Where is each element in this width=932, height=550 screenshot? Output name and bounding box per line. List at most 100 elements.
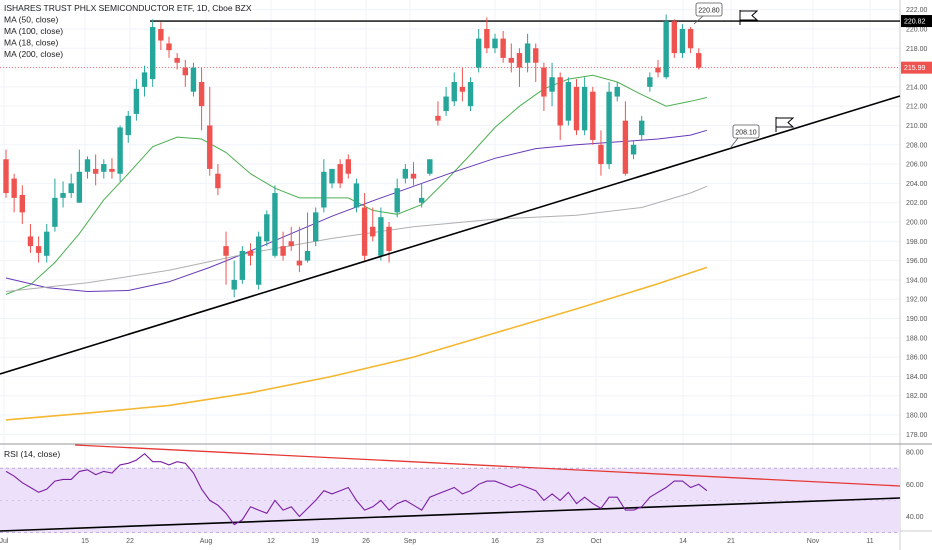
candle-body <box>524 43 531 63</box>
callout-220-box <box>695 2 723 17</box>
callout-208[interactable]: 208.10 <box>730 124 760 148</box>
candle-body <box>255 236 262 285</box>
candle-body <box>663 21 669 78</box>
time-tick-label: Aug <box>200 538 213 545</box>
callout-208-box <box>732 124 760 139</box>
candle-body <box>158 28 164 41</box>
candle-body <box>247 250 254 256</box>
time-tick-label: 16 <box>491 538 499 545</box>
candle-body <box>386 226 392 251</box>
trend-lines[interactable] <box>0 95 901 532</box>
candle-body <box>492 38 498 49</box>
rsi-axis-ticks: 80.00 60.00 40.00 <box>906 450 924 521</box>
candle-body <box>76 171 83 203</box>
candle-body <box>655 67 661 73</box>
candle-body <box>3 159 9 194</box>
time-tick-label: 14 <box>679 538 687 545</box>
resistance-price-label: 220.82 <box>904 19 926 26</box>
rsi-resistance-trendline[interactable] <box>74 444 901 487</box>
candle-body <box>647 77 653 87</box>
time-tick-label: 26 <box>362 538 370 545</box>
candle-body <box>361 207 368 256</box>
candle-body <box>622 120 629 174</box>
price-tick-label: 214.00 <box>906 84 928 91</box>
candle-body <box>557 77 563 126</box>
candle-body <box>207 125 213 169</box>
price-tick-label: 184.00 <box>906 374 928 381</box>
flag-icon[interactable] <box>739 10 759 25</box>
candle-body <box>27 236 34 247</box>
legend-ma-2: MA (100, close) <box>4 26 63 36</box>
candle-body <box>337 164 343 184</box>
callout-220[interactable]: 220.80 <box>693 2 723 25</box>
price-tick-label: 182.00 <box>906 393 928 400</box>
price-tick-label: 188.00 <box>906 335 928 342</box>
legend-title: ISHARES TRUST PHLX SEMICONDUCTOR ETF, 1D… <box>4 3 252 13</box>
candle-body <box>427 159 433 174</box>
price-tick-label: 178.00 <box>906 432 928 439</box>
flag-icon[interactable] <box>775 117 795 132</box>
rsi-support-trendline[interactable] <box>0 497 901 532</box>
candle-body <box>606 91 612 165</box>
candle-body <box>696 53 702 68</box>
price-axis-labels: 220.82 215.99 <box>901 15 932 74</box>
candle-body <box>370 226 376 237</box>
candle-body <box>125 115 131 136</box>
candle-body <box>459 86 466 92</box>
candle-body <box>231 279 237 290</box>
candle-body <box>598 144 604 165</box>
candle-body <box>565 82 572 121</box>
candle-body <box>410 173 417 179</box>
support-trendline[interactable] <box>0 95 901 375</box>
ma-line <box>5 266 708 421</box>
price-tick-label: 208.00 <box>906 142 928 149</box>
candle-body <box>68 183 74 194</box>
candle-body <box>313 212 319 242</box>
candle-body <box>280 246 286 256</box>
candle-body <box>500 38 506 58</box>
candle-body <box>484 28 490 49</box>
rsi-line <box>5 452 708 526</box>
price-tick-label: 200.00 <box>906 220 928 227</box>
price-tick-label: 192.00 <box>906 297 928 304</box>
candle-body <box>476 38 482 68</box>
candle-body <box>639 120 645 136</box>
candle-body <box>394 188 400 213</box>
price-tick-label: 190.00 <box>906 316 928 323</box>
price-tick-label: 210.00 <box>906 123 928 130</box>
rsi-band <box>0 467 900 534</box>
time-axis-ticks: Jul 15 22 Aug 12 19 26 Sep 16 23 Oct 14 21 Nov 11 <box>0 538 874 545</box>
legend-ma-1: MA (50, close) <box>4 15 58 25</box>
candle-body <box>117 127 123 174</box>
time-tick-label: 11 <box>866 538 873 545</box>
candle-body <box>418 197 425 203</box>
candle-body <box>288 241 294 247</box>
rsi-legend: RSI (14, close) <box>4 449 60 459</box>
price-tick-label: 198.00 <box>906 239 928 246</box>
candle-body <box>182 67 188 76</box>
price-axis-strip <box>900 0 932 550</box>
candle-body <box>296 260 303 266</box>
candle-body <box>150 27 156 80</box>
time-tick-label: Oct <box>591 538 602 545</box>
candle-body <box>549 77 555 92</box>
candle-body <box>353 183 360 208</box>
price-tick-label: 218.00 <box>906 46 928 53</box>
candle-body <box>84 159 91 172</box>
candle-body <box>272 193 278 256</box>
time-tick-label: Nov <box>807 538 820 545</box>
price-tick-label: 206.00 <box>906 162 928 169</box>
callout-208-label: 208.10 <box>735 130 757 137</box>
candle-body <box>11 178 17 198</box>
candle-body <box>533 48 539 63</box>
candle-body <box>223 246 229 256</box>
candle-body <box>581 86 588 131</box>
time-tick-label: 23 <box>536 538 544 545</box>
moving-averages <box>5 74 708 421</box>
candle-body <box>174 57 180 63</box>
legend: ISHARES TRUST PHLX SEMICONDUCTOR ETF, 1D… <box>4 3 252 459</box>
candle-body <box>44 231 50 256</box>
ma-line <box>5 185 708 292</box>
